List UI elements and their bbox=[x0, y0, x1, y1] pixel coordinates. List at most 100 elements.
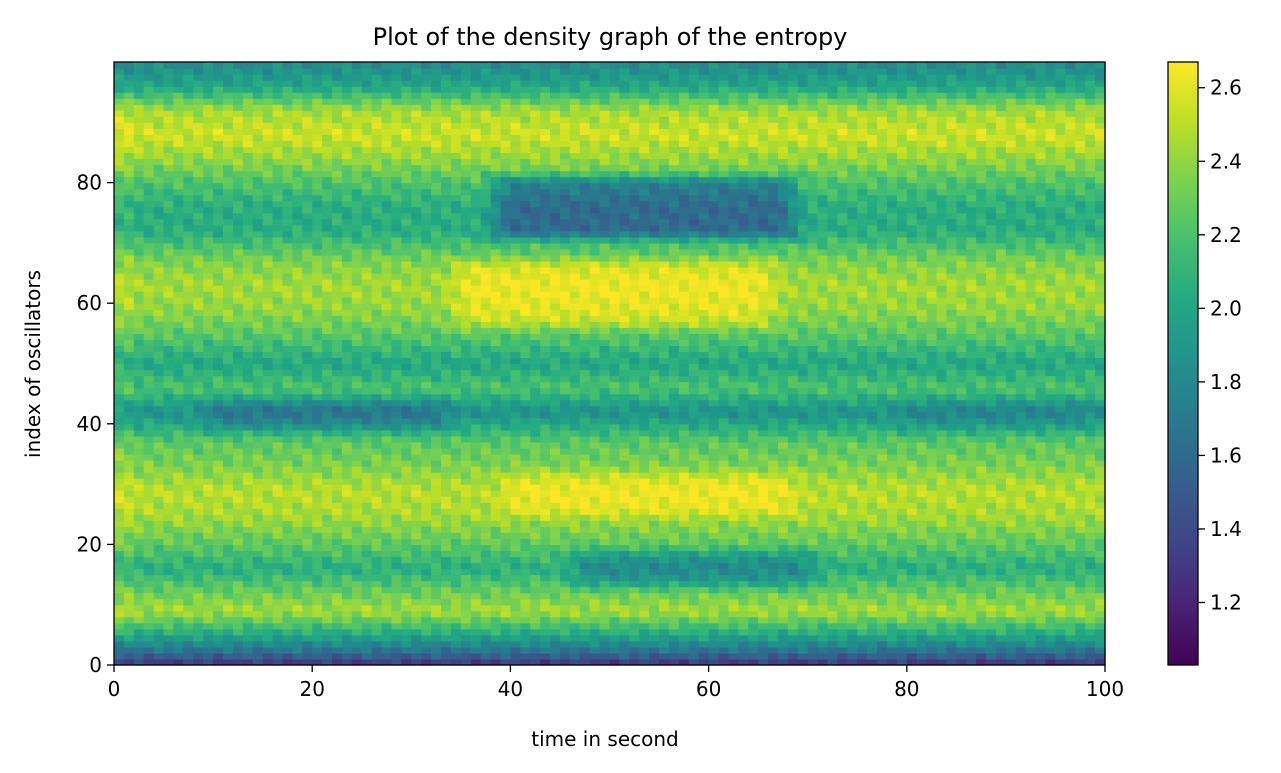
heatmap-cell bbox=[490, 459, 502, 467]
heatmap-cell bbox=[1025, 628, 1037, 636]
heatmap-cell bbox=[391, 544, 402, 552]
heatmap-cell bbox=[847, 532, 858, 539]
heatmap-cell bbox=[748, 466, 759, 473]
heatmap-cell bbox=[768, 628, 779, 636]
heatmap-cell bbox=[906, 502, 918, 509]
heatmap-cell bbox=[986, 435, 997, 443]
heatmap-cell bbox=[223, 496, 234, 503]
heatmap-cell bbox=[797, 381, 809, 389]
heatmap-cell bbox=[807, 622, 819, 630]
heatmap-cell bbox=[550, 538, 561, 545]
heatmap-cell bbox=[1065, 441, 1076, 449]
heatmap-cell bbox=[441, 646, 452, 654]
heatmap-cell bbox=[391, 447, 402, 455]
heatmap-cell bbox=[639, 586, 650, 594]
heatmap-cell bbox=[550, 387, 561, 395]
heatmap-cell bbox=[441, 532, 452, 539]
heatmap-cell bbox=[857, 568, 868, 576]
heatmap-cell bbox=[857, 453, 868, 461]
heatmap-cell bbox=[371, 478, 383, 485]
heatmap-cell bbox=[213, 646, 224, 654]
heatmap-cell bbox=[302, 574, 313, 582]
heatmap-cell bbox=[688, 423, 700, 431]
heatmap-cell bbox=[569, 544, 581, 552]
heatmap-cell bbox=[431, 399, 442, 407]
heatmap-cell bbox=[668, 610, 680, 618]
heatmap-cell bbox=[213, 435, 224, 443]
heatmap-cell bbox=[946, 526, 957, 533]
heatmap-cell bbox=[718, 574, 730, 582]
heatmap-cell bbox=[1045, 574, 1057, 582]
heatmap-cell bbox=[252, 423, 264, 431]
heatmap-cell bbox=[817, 568, 829, 576]
heatmap-cell bbox=[787, 453, 799, 461]
heatmap-cell bbox=[431, 604, 442, 612]
heatmap-cell bbox=[956, 520, 967, 527]
heatmap-cell bbox=[292, 646, 303, 654]
heatmap-cell bbox=[203, 658, 214, 666]
heatmap-cell bbox=[936, 562, 948, 570]
heatmap-cell bbox=[510, 466, 521, 473]
heatmap-cell bbox=[807, 429, 819, 437]
heatmap-cell bbox=[827, 562, 839, 570]
heatmap-cell bbox=[520, 544, 531, 552]
heatmap-cell bbox=[153, 532, 165, 539]
heatmap-cell bbox=[827, 472, 839, 479]
heatmap-cell bbox=[500, 544, 511, 552]
heatmap-cell bbox=[262, 472, 274, 479]
heatmap-cell bbox=[837, 550, 848, 558]
heatmap-cell bbox=[1005, 622, 1017, 630]
heatmap-cell bbox=[777, 556, 789, 564]
heatmap-cell bbox=[629, 502, 640, 509]
heatmap-cell bbox=[1035, 616, 1047, 624]
heatmap-cell bbox=[530, 640, 541, 648]
heatmap-cell bbox=[460, 604, 472, 612]
heatmap-cell bbox=[738, 532, 749, 539]
heatmap-cell bbox=[193, 435, 204, 443]
heatmap-cell bbox=[649, 640, 660, 648]
heatmap-cell bbox=[242, 369, 254, 377]
heatmap-cell bbox=[530, 604, 541, 612]
heatmap-cell bbox=[728, 634, 739, 642]
heatmap-cell bbox=[1045, 375, 1057, 383]
heatmap-cell bbox=[659, 381, 670, 389]
heatmap-cell bbox=[609, 484, 621, 491]
heatmap-cell bbox=[649, 472, 660, 479]
heatmap-cell bbox=[173, 490, 184, 497]
heatmap-cell bbox=[1065, 610, 1076, 618]
heatmap-cell bbox=[976, 598, 987, 606]
heatmap-cell bbox=[946, 466, 957, 473]
heatmap-cell bbox=[520, 526, 531, 533]
heatmap-cell bbox=[807, 417, 819, 425]
heatmap-cell bbox=[193, 526, 204, 533]
heatmap-cell bbox=[232, 508, 244, 515]
heatmap-cell bbox=[223, 634, 234, 642]
heatmap-cell bbox=[1075, 568, 1086, 576]
heatmap-cell bbox=[678, 459, 690, 467]
heatmap-cell bbox=[569, 568, 581, 576]
heatmap-cell bbox=[490, 453, 502, 461]
heatmap-cell bbox=[470, 634, 482, 642]
heatmap-cell bbox=[956, 369, 967, 377]
heatmap-cell bbox=[896, 484, 908, 491]
heatmap-cell bbox=[332, 490, 343, 497]
heatmap-cell bbox=[896, 532, 908, 539]
heatmap-cell bbox=[877, 472, 888, 479]
heatmap-cell bbox=[114, 592, 125, 600]
heatmap-cell bbox=[926, 490, 938, 497]
heatmap-cell bbox=[480, 453, 492, 461]
heatmap-cell bbox=[797, 399, 809, 407]
heatmap-cell bbox=[649, 634, 660, 642]
heatmap-cell bbox=[659, 514, 670, 521]
heatmap-cell bbox=[995, 544, 1007, 552]
heatmap-cell bbox=[758, 556, 769, 564]
heatmap-cell bbox=[946, 598, 957, 606]
heatmap-cell bbox=[599, 562, 611, 570]
heatmap-cell bbox=[936, 544, 948, 552]
heatmap-cell bbox=[936, 478, 948, 485]
heatmap-cell bbox=[995, 568, 1007, 576]
heatmap-cell bbox=[847, 484, 858, 491]
heatmap-cell bbox=[470, 423, 482, 431]
heatmap-cell bbox=[123, 568, 135, 576]
heatmap-cell bbox=[123, 508, 135, 515]
